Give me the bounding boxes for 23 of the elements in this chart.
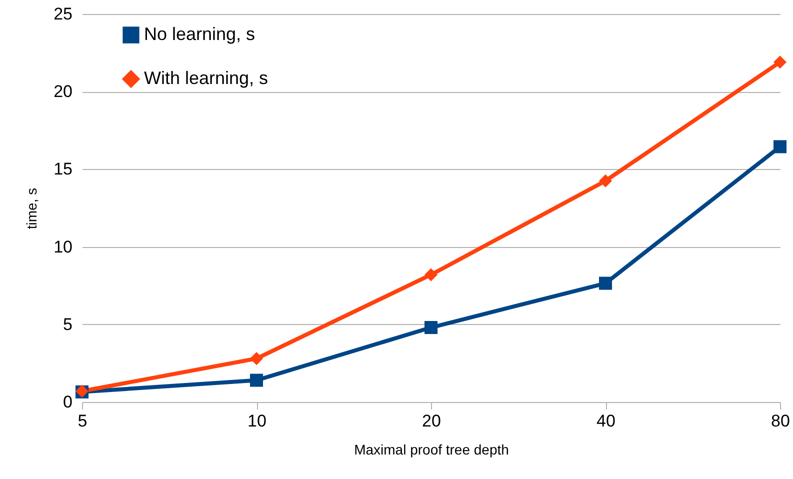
point xyxy=(773,56,787,69)
legend-label: With learning, s xyxy=(144,68,268,88)
point xyxy=(598,174,612,188)
x-axis-title: Maximal proof tree depth xyxy=(354,442,509,458)
point xyxy=(598,276,612,290)
y-tick-label: 10 xyxy=(54,237,72,256)
point xyxy=(250,374,264,387)
x-tick-label: 40 xyxy=(596,412,616,430)
x-tick-label: 20 xyxy=(422,412,441,430)
y-tick-label: 25 xyxy=(54,4,72,24)
y-tick-label: 0 xyxy=(63,392,72,412)
point xyxy=(250,352,264,366)
point xyxy=(773,140,787,154)
point xyxy=(424,268,438,282)
y-tick-label: 15 xyxy=(54,160,72,179)
legend-label: No learning, s xyxy=(144,24,256,44)
y-axis-title: time, s xyxy=(24,188,40,230)
x-tick-label: 80 xyxy=(771,412,790,430)
x-tick-label: 5 xyxy=(78,412,88,430)
point xyxy=(424,320,438,334)
x-tick-label: 10 xyxy=(248,412,266,430)
y-tick-label: 5 xyxy=(63,314,72,334)
y-tick-label: 20 xyxy=(54,82,72,102)
